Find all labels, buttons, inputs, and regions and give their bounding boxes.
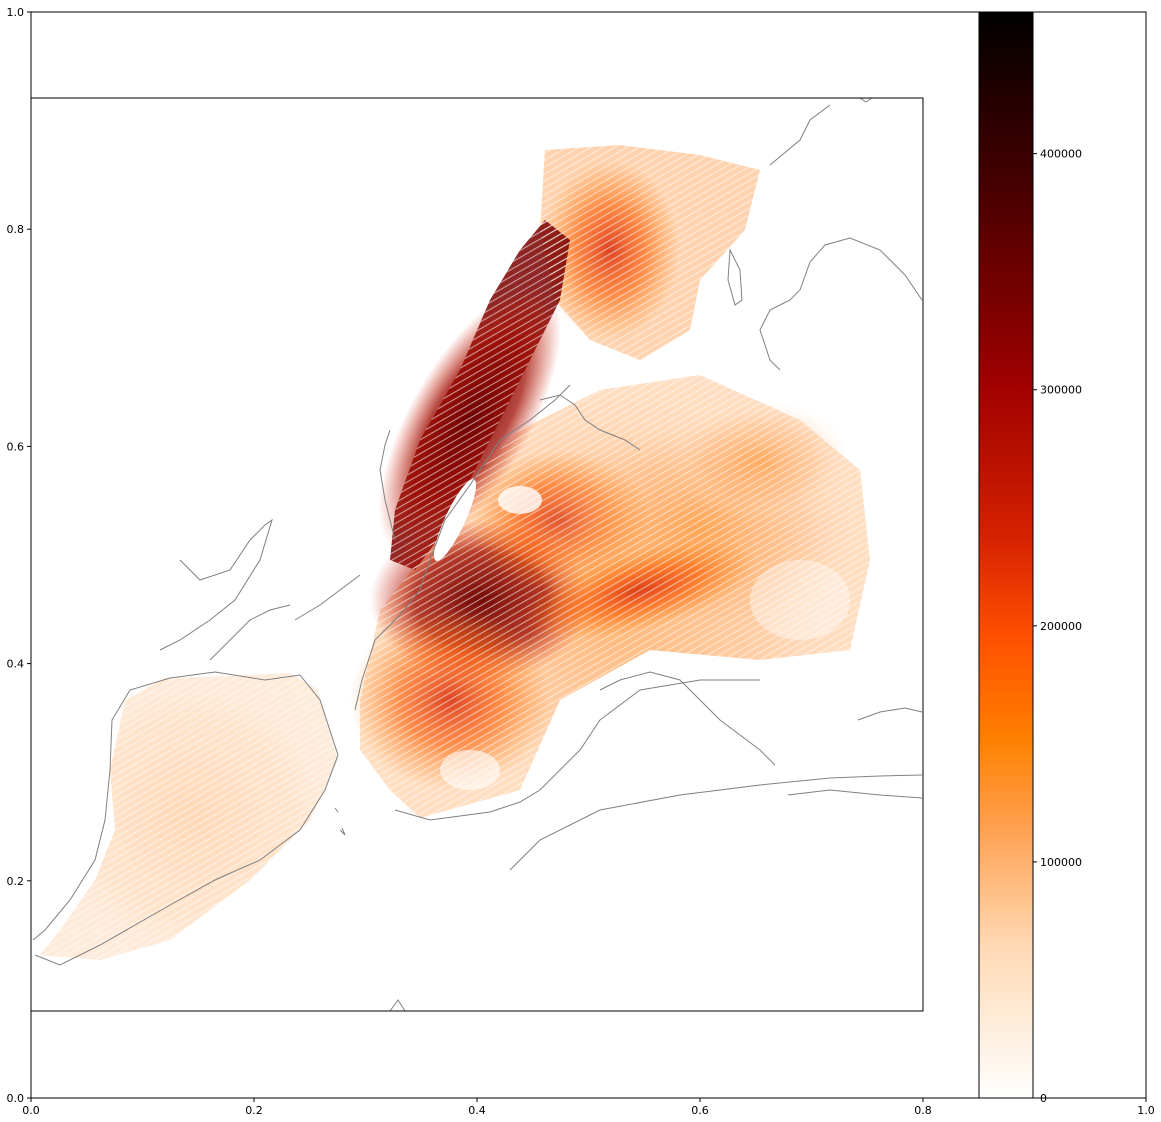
x-tick-label: 0.6	[691, 1104, 709, 1117]
colorbar-ticks: 0 100000 200000 300000 400000	[1033, 148, 1082, 1105]
y-tick-label: 0.2	[7, 875, 25, 888]
y-axis-ticks: 0.0 0.2 0.4 0.6 0.8 1.0	[7, 6, 31, 1105]
x-tick-label: 0.2	[245, 1104, 263, 1117]
coastline-outlines	[32, 98, 923, 1011]
east-river-gap	[433, 478, 477, 562]
x-tick-label: 1.0	[1137, 1104, 1155, 1117]
colorbar	[978, 11, 1034, 1099]
density-map	[32, 98, 923, 1011]
y-tick-label: 0.4	[7, 658, 25, 671]
y-tick-label: 0.0	[7, 1092, 25, 1105]
colorbar-tick-label: 0	[1040, 1092, 1047, 1105]
inner-map-frame	[30, 97, 924, 1012]
y-tick-label: 0.8	[7, 223, 25, 236]
x-tick-label: 0.4	[468, 1104, 486, 1117]
y-tick-label: 1.0	[7, 6, 25, 19]
x-axis-ticks: 0.0 0.2 0.4 0.6 0.8 1.0	[22, 1098, 1155, 1117]
colorbar-tick-label: 100000	[1040, 856, 1082, 869]
colorbar-tick-label: 300000	[1040, 384, 1082, 397]
x-tick-label: 0.0	[22, 1104, 40, 1117]
colorbar-tick-label: 200000	[1040, 620, 1082, 633]
colorbar-tick-label: 400000	[1040, 148, 1082, 161]
x-tick-label: 0.8	[914, 1104, 932, 1117]
y-tick-label: 0.6	[7, 440, 25, 453]
